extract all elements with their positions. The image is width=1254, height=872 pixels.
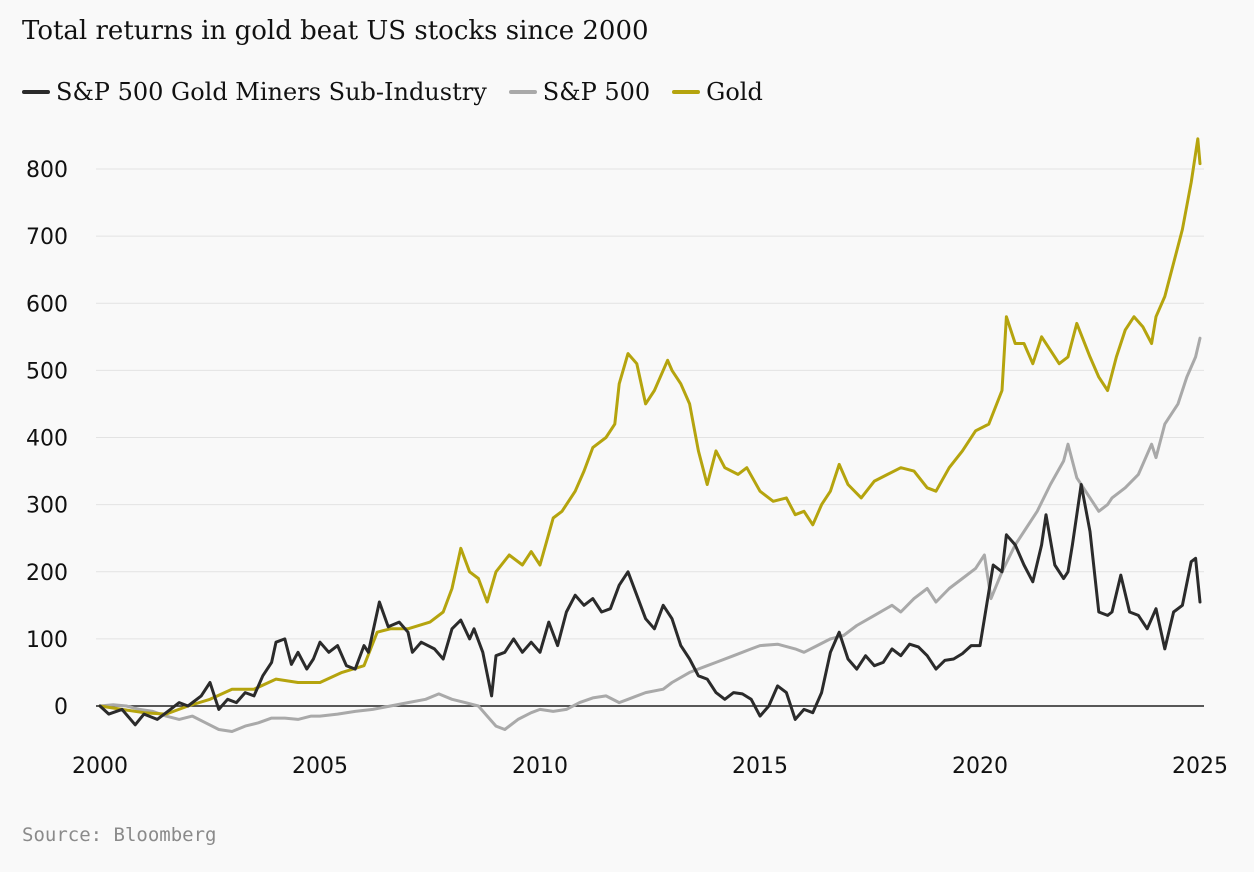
- y-tick-label: 400: [26, 427, 68, 452]
- y-tick-label: 0: [54, 695, 68, 720]
- x-tick-label: 2000: [72, 754, 128, 779]
- x-axis-ticks: 2000 2005 2010 2015 2020 2025: [72, 754, 1228, 779]
- y-tick-label: 300: [26, 494, 68, 519]
- chart-title: Total returns in gold beat US stocks sin…: [22, 16, 649, 46]
- gridlines: [96, 168, 1204, 640]
- legend-item-gold: Gold: [672, 78, 763, 106]
- y-tick-label: 200: [26, 561, 68, 586]
- y-tick-label: 100: [26, 628, 68, 653]
- y-tick-label: 700: [26, 225, 68, 250]
- series-line-1: [98, 336, 1202, 733]
- x-tick-label: 2005: [292, 754, 348, 779]
- y-axis-ticks: 0 100 200 300 400 500 600 700 800: [26, 158, 68, 720]
- y-tick-label: 600: [26, 292, 68, 317]
- x-tick-label: 2010: [512, 754, 568, 779]
- series-line-0: [98, 483, 1202, 727]
- source-note: Source: Bloomberg: [22, 824, 217, 846]
- series-line-2: [98, 137, 1202, 716]
- x-tick-label: 2025: [1172, 754, 1228, 779]
- legend-swatch-gold-miners: [22, 90, 50, 94]
- legend: S&P 500 Gold Miners Sub-Industry S&P 500…: [22, 78, 785, 106]
- x-tick-label: 2020: [952, 754, 1008, 779]
- y-tick-label: 800: [26, 158, 68, 183]
- legend-label-gold-miners: S&P 500 Gold Miners Sub-Industry: [56, 78, 487, 106]
- legend-swatch-gold: [672, 90, 701, 94]
- y-tick-label: 500: [26, 359, 68, 384]
- legend-item-sp500: S&P 500: [508, 78, 651, 106]
- legend-label-sp500: S&P 500: [542, 78, 651, 106]
- x-tick-label: 2015: [732, 754, 788, 779]
- legend-swatch-sp500: [508, 90, 537, 94]
- legend-item-gold-miners: S&P 500 Gold Miners Sub-Industry: [22, 78, 487, 106]
- series-lines: [98, 137, 1202, 733]
- legend-label-gold: Gold: [706, 78, 763, 106]
